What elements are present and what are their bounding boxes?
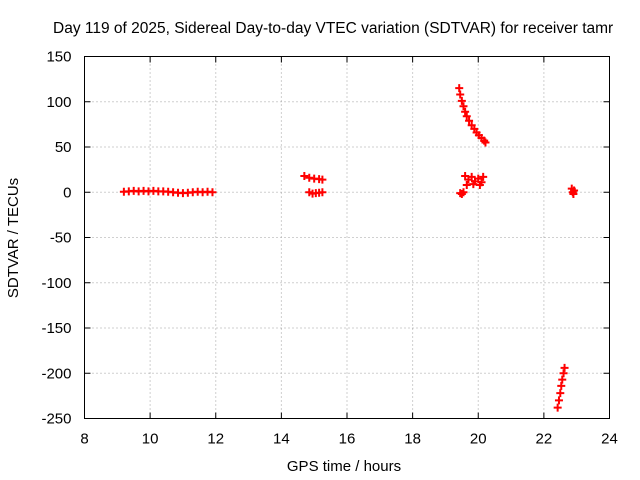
data-point [459, 188, 468, 197]
data-point [300, 171, 309, 180]
data-point [318, 188, 327, 197]
y-tick-label: -150 [41, 320, 71, 337]
x-axis-label: GPS time / hours [287, 458, 401, 475]
data-point [481, 138, 490, 147]
data-point [570, 186, 579, 195]
x-tick-label: 22 [536, 431, 553, 448]
x-tick-label: 12 [207, 431, 224, 448]
grid-lines [84, 56, 610, 419]
x-tick-label: 10 [142, 431, 159, 448]
y-tick-labels: 150 100 50 0 -50 -100 -150 -200 -250 [41, 49, 71, 428]
data-point [560, 363, 569, 372]
data-point [553, 403, 562, 412]
y-tick-label: -50 [50, 230, 72, 247]
data-point [456, 90, 465, 99]
data-point [457, 96, 466, 105]
data-point [318, 175, 327, 184]
y-tick-label: 150 [46, 49, 71, 66]
data-point [475, 181, 484, 190]
data-point [554, 396, 563, 405]
x-tick-label: 14 [273, 431, 290, 448]
y-tick-label: -250 [41, 411, 71, 428]
x-tick-label: 24 [601, 431, 618, 448]
data-points [119, 84, 579, 412]
data-point [465, 116, 474, 125]
data-point [479, 172, 488, 181]
x-tick-label: 20 [470, 431, 487, 448]
data-point [208, 188, 217, 197]
data-point [459, 102, 468, 111]
data-point [461, 107, 470, 116]
y-tick-label: -200 [41, 365, 71, 382]
x-tick-label: 16 [339, 431, 356, 448]
x-tick-labels: 8 10 12 14 16 18 20 22 24 [80, 431, 618, 448]
x-tick-label: 18 [404, 431, 421, 448]
y-tick-label: 100 [46, 94, 71, 111]
axis-ticks [84, 56, 610, 419]
y-tick-label: -100 [41, 275, 71, 292]
y-axis-label: SDTVAR / TECUs [5, 178, 22, 298]
y-tick-label: 50 [55, 139, 72, 156]
data-point [558, 375, 567, 384]
data-point [462, 112, 471, 121]
data-point [467, 172, 476, 181]
y-tick-label: 0 [63, 184, 71, 201]
data-point [556, 389, 565, 398]
chart-title: Day 119 of 2025, Sidereal Day-to-day VTE… [53, 20, 613, 37]
x-tick-label: 8 [80, 431, 88, 448]
